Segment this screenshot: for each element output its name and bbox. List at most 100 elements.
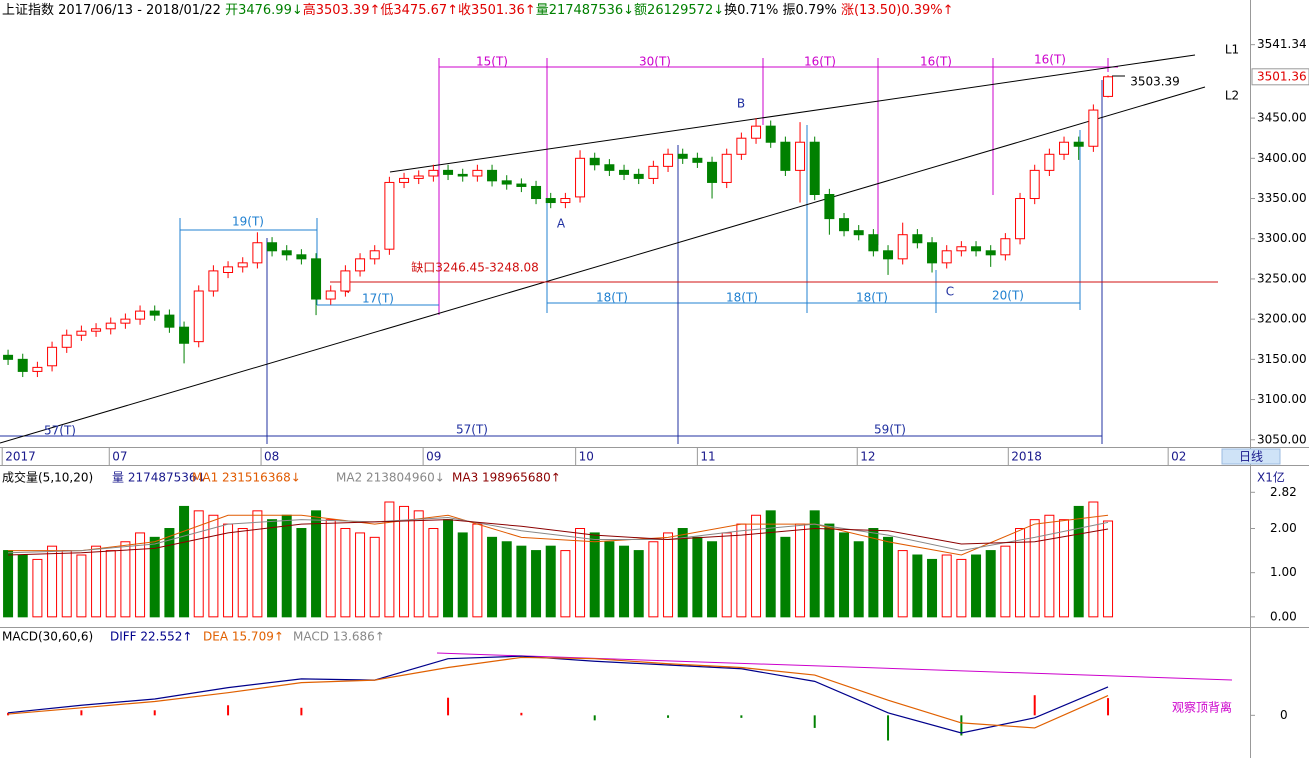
candle-body: [91, 328, 102, 332]
candle-body: [1073, 141, 1084, 147]
candle-body: [575, 157, 586, 198]
candle-body: [164, 314, 175, 328]
period-button[interactable]: 日线: [1221, 448, 1281, 465]
volume-bar: [971, 554, 982, 618]
volume-bar: [105, 550, 116, 618]
volume-bar: [545, 545, 556, 618]
volume-bar: [985, 550, 996, 618]
candle-body: [853, 230, 864, 236]
volume-bar: [912, 554, 923, 618]
candle-body: [1029, 169, 1040, 200]
header-segment: 涨(13.50)0.39%↑: [841, 3, 954, 18]
volume-bar: [795, 523, 806, 618]
candle-body: [3, 354, 14, 360]
annotation-lines: [0, 54, 1233, 681]
volume-bar: [927, 558, 938, 618]
header-segment: 量217487536↓: [536, 3, 634, 18]
button-label[interactable]: 日线: [1239, 450, 1263, 464]
volume-bar: [663, 532, 674, 618]
volume-bar: [780, 536, 791, 618]
candle-body: [179, 326, 190, 344]
annotation: 20(T): [992, 289, 1024, 303]
volume-bar: [648, 541, 659, 618]
volume-bar: [897, 550, 908, 618]
volume-bar: [956, 558, 967, 618]
panel-title: MACD(30,60,6): [2, 630, 93, 644]
candle-body: [795, 141, 806, 171]
x-tick-label: 2017: [5, 450, 36, 464]
divergence-line: [436, 652, 1233, 681]
volume-bar: [399, 505, 410, 618]
candle-body: [105, 322, 116, 330]
candle-body: [545, 198, 556, 204]
x-tick-label: 10: [579, 450, 594, 464]
header-segment: 收3501.36↑: [458, 3, 536, 18]
x-tick-label: 09: [426, 450, 441, 464]
annotation: 18(T): [726, 291, 758, 305]
volume-bar: [501, 541, 512, 618]
volume-bar: [516, 545, 527, 618]
candle-body: [985, 250, 996, 256]
y-tick-label: 3450.00: [1257, 111, 1307, 125]
volume-bar: [1103, 520, 1114, 618]
last-price-box: [1251, 68, 1309, 86]
annotation: 19(T): [232, 215, 264, 229]
annotation: 16(T): [804, 55, 836, 69]
y-tick-label: 3400.00: [1257, 151, 1307, 165]
volume-bar: [355, 532, 366, 618]
candle-body: [839, 218, 850, 232]
y-tick-label: 0: [1280, 708, 1288, 722]
candle-body: [927, 242, 938, 264]
candle-body: [604, 164, 615, 171]
candle-body: [956, 246, 967, 252]
macd-line: [8, 655, 1109, 734]
header-segment: 开3476.99↓: [225, 3, 303, 18]
header-text: 上证指数 2017/06/13 - 2018/01/22 开3476.99↓高3…: [2, 2, 954, 18]
volume-bar: [633, 550, 644, 618]
volume-bar: [575, 528, 586, 618]
volume-bar: [311, 510, 322, 618]
volume-bar: [1073, 505, 1084, 618]
candle-body: [868, 234, 879, 252]
candle-body: [883, 250, 894, 260]
volume-bar: [736, 523, 747, 618]
x-tick-label: 07: [112, 450, 127, 464]
ma-line: [8, 519, 1109, 556]
volume-bar: [340, 528, 351, 618]
candle-body: [457, 173, 468, 177]
candle-body: [17, 358, 28, 372]
candle-body: [736, 137, 747, 155]
header-segment: 上证指数 2017/06/13 - 2018/01/22: [2, 3, 225, 18]
y-tick-label: 0.00: [1270, 609, 1297, 623]
volume-label: 量 217487536↓: [112, 471, 207, 485]
annotation: 16(T): [920, 55, 952, 69]
candle-body: [443, 169, 454, 175]
x-tick-label: 12: [860, 450, 875, 464]
volume-bar: [707, 541, 718, 618]
volume-bar: [751, 514, 762, 618]
volume-bar: [237, 528, 248, 618]
candle-body: [135, 310, 146, 320]
annotation: B: [737, 97, 745, 111]
annotation: 18(T): [596, 291, 628, 305]
candle-body: [780, 141, 791, 171]
candle-body: [281, 250, 292, 256]
candle-body: [589, 157, 600, 166]
candle-body: [633, 173, 644, 179]
y-tick-label: 3050.00: [1257, 432, 1307, 446]
candle-body: [809, 141, 820, 195]
volume-bar: [839, 532, 850, 618]
annotation: L1: [1225, 43, 1239, 57]
annotation: C: [946, 285, 954, 299]
macd-line: [8, 656, 1109, 729]
candle-body: [237, 262, 248, 268]
volume-bar: [604, 541, 615, 618]
trend-line-l1: [389, 54, 1196, 173]
candle-body: [428, 169, 439, 177]
magenta-lines: [436, 58, 1233, 681]
volume-bar: [443, 519, 454, 618]
volume-bar: [32, 558, 43, 618]
header-segment: 换0.71%: [724, 3, 782, 18]
